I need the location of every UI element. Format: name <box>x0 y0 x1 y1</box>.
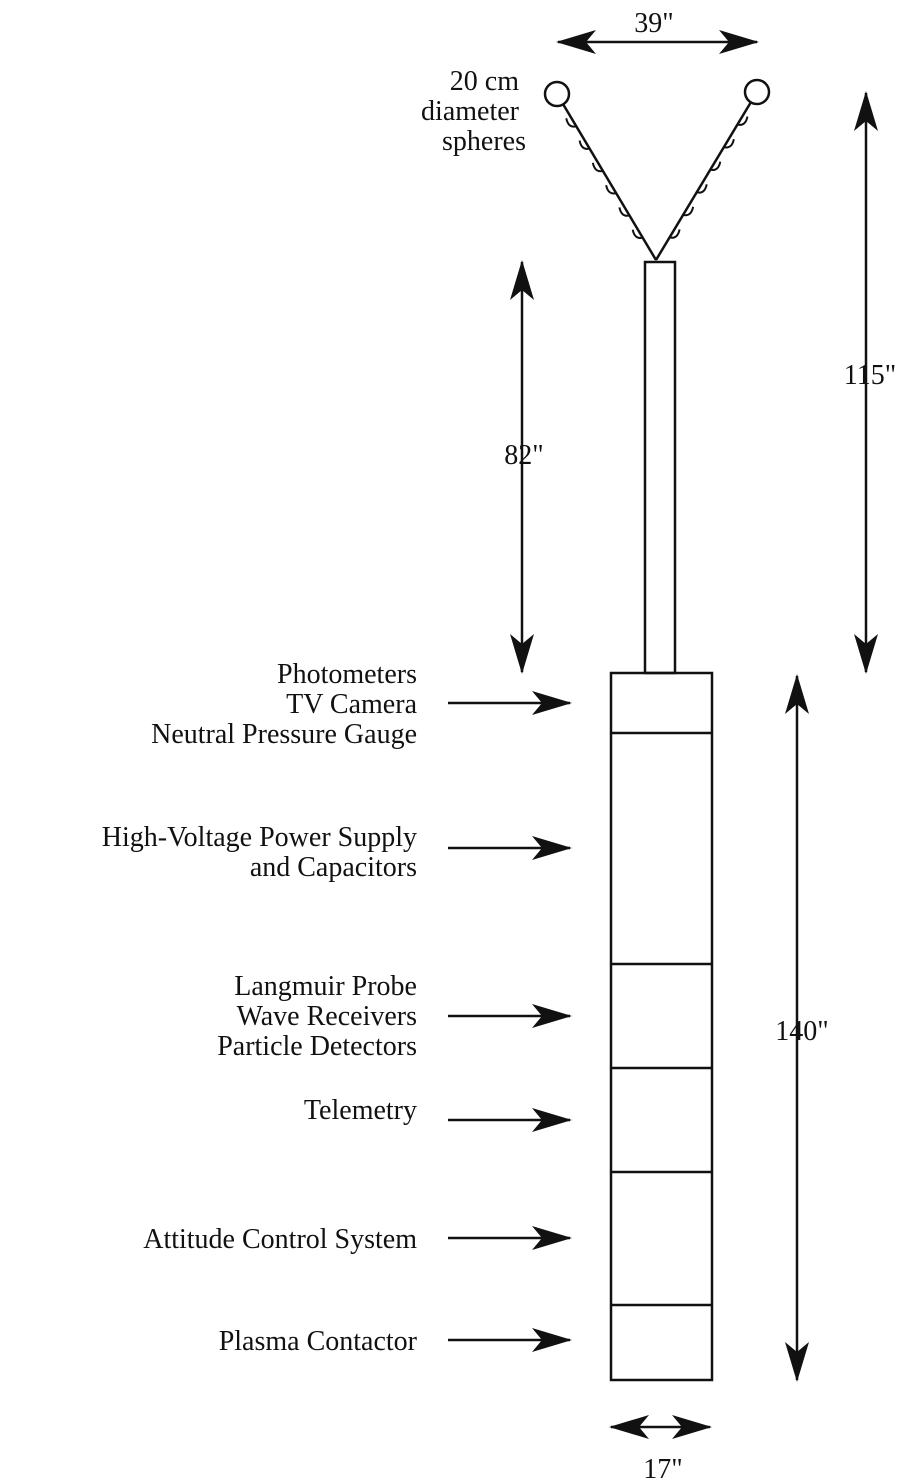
section-labels: Photometers TV Camera Neutral Pressure Gau… <box>102 659 572 1357</box>
dim-label: 17" <box>643 1454 682 1484</box>
section-label: Plasma Contactor <box>219 1326 418 1357</box>
payload-body <box>609 671 714 1382</box>
section-dividers <box>611 731 712 1307</box>
barb <box>591 162 604 173</box>
dim-label: 140" <box>775 1016 828 1047</box>
barb <box>618 207 630 217</box>
barb <box>605 184 617 195</box>
boom-barbs <box>565 116 749 240</box>
section-label: Telemetry <box>304 1095 417 1126</box>
barb <box>631 229 643 240</box>
sphere-booms <box>543 78 771 261</box>
barb <box>723 138 735 149</box>
barb <box>710 161 722 172</box>
boom <box>643 260 677 675</box>
section-label: Langmuir Probe Wave Receivers Particle Det… <box>217 971 417 1062</box>
section-label: Photometers TV Camera Neutral Pressure Gau… <box>151 659 417 750</box>
barb <box>669 229 681 239</box>
dim-label: 115" <box>844 360 896 391</box>
dim-label: 82" <box>504 440 543 471</box>
sphere-label: 20 cm diameter spheres <box>421 66 526 157</box>
barb <box>737 116 749 126</box>
dimension-arrows <box>510 29 878 1439</box>
dim-label: 39" <box>634 8 673 39</box>
section-label: Attitude Control System <box>143 1224 417 1255</box>
barb <box>578 140 590 150</box>
section-label: High-Voltage Power Supply and Capacitors <box>102 822 417 883</box>
barb <box>565 118 577 128</box>
barb <box>696 184 708 194</box>
barb <box>682 206 695 217</box>
